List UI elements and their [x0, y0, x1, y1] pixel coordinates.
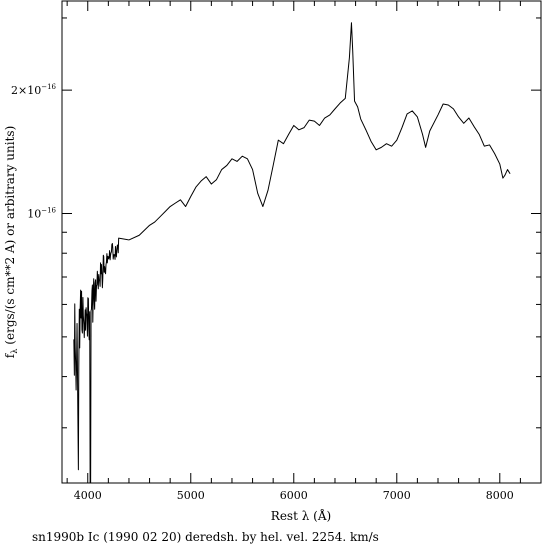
x-tick-label: 4000 — [74, 489, 102, 502]
y-axis-label: fλ (ergs/(s cm**2 A) or arbitrary units) — [3, 126, 19, 358]
x-tick-label: 6000 — [280, 489, 308, 502]
y-tick-label-mantissa: 10 — [27, 208, 41, 221]
y-tick-label-mantissa: 2×10 — [11, 84, 41, 97]
plot-area — [61, 0, 542, 484]
x-axis-label: Rest λ (Å) — [271, 508, 331, 523]
plot-frame — [61, 0, 542, 484]
y-tick-label: 2×10−16 — [11, 83, 57, 97]
x-tick-label: 5000 — [177, 489, 205, 502]
axis-ticks — [62, 1, 542, 483]
y-axis-label-subscript: λ — [10, 349, 19, 354]
spectrum-series-line — [73, 22, 511, 484]
y-tick-label-exponent: −16 — [41, 83, 56, 91]
y-axis-label-symbol: f — [3, 352, 17, 358]
y-tick-label-exponent: −16 — [41, 207, 56, 215]
chart-caption: sn1990b Ic (1990 02 20) deredsh. by hel.… — [32, 530, 379, 544]
y-axis-label-text: (ergs/(s cm**2 A) or arbitrary units) — [3, 126, 17, 345]
x-tick-label: 8000 — [486, 489, 514, 502]
y-tick-label: 10−16 — [27, 207, 56, 221]
x-tick-label: 7000 — [383, 489, 411, 502]
